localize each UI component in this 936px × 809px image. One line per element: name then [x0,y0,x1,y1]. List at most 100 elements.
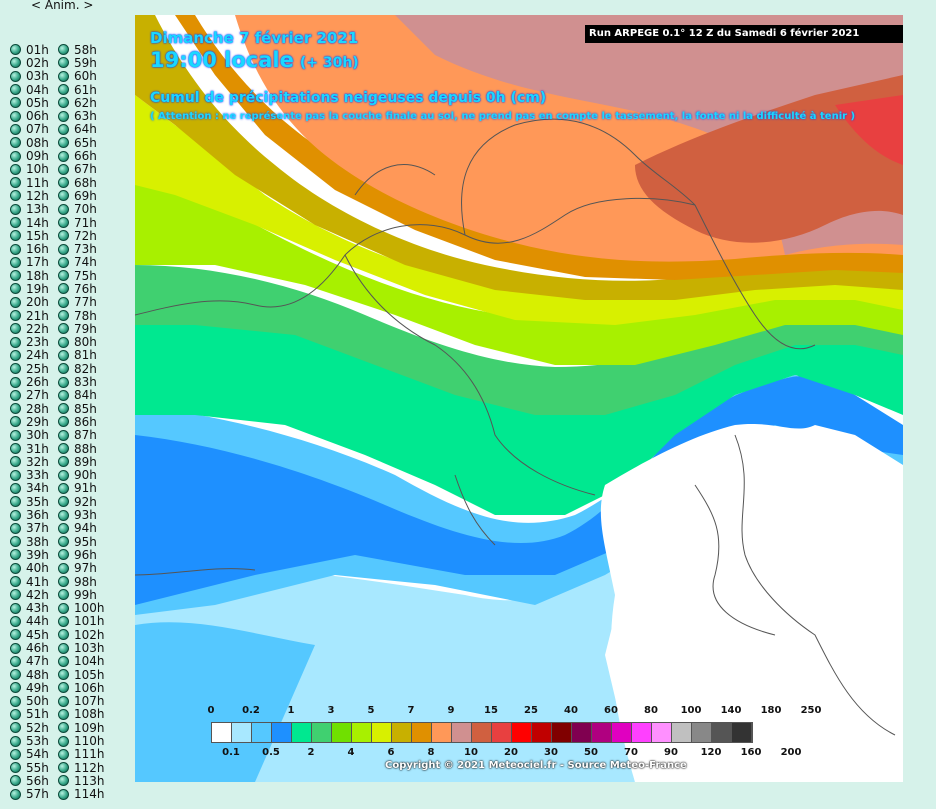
bullet-icon[interactable] [10,177,21,189]
hour-label[interactable]: 42h [26,587,49,602]
hour-link[interactable]: 43h [10,602,58,614]
hour-label[interactable]: 46h [26,641,49,655]
hour-link[interactable]: 12h [10,190,58,202]
hour-label[interactable]: 22h [26,321,49,336]
hour-label[interactable]: 97h [74,561,97,576]
bullet-icon[interactable] [10,748,21,760]
hour-label[interactable]: 31h [26,441,49,456]
hour-label[interactable]: 78h [74,308,97,323]
bullet-icon[interactable] [10,243,21,255]
bullet-icon[interactable] [58,602,69,614]
hour-link[interactable]: 49h [10,682,58,694]
bullet-icon[interactable] [58,695,69,707]
hour-link[interactable]: 36h [10,509,58,521]
bullet-icon[interactable] [58,788,69,800]
hour-link[interactable]: 24h [10,349,58,361]
hour-link[interactable]: 31h [10,443,58,455]
bullet-icon[interactable] [58,190,69,202]
hour-link[interactable]: 42h [10,589,58,601]
hour-link[interactable]: 39h [10,549,58,561]
hour-link[interactable]: 79h [58,323,106,335]
hour-link[interactable]: 29h [10,416,58,428]
bullet-icon[interactable] [58,296,69,308]
bullet-icon[interactable] [58,230,69,242]
hour-link[interactable]: 110h [58,735,106,747]
hour-link[interactable]: 55h [10,762,58,774]
anim-link[interactable]: < Anim. > [31,0,94,12]
bullet-icon[interactable] [10,270,21,282]
hour-label[interactable]: 43h [26,601,49,616]
hour-label[interactable]: 40h [26,561,49,576]
bullet-icon[interactable] [10,562,21,574]
bullet-icon[interactable] [10,482,21,494]
hour-label[interactable]: 68h [74,175,97,190]
hour-label[interactable]: 66h [74,149,97,164]
bullet-icon[interactable] [10,296,21,308]
hour-label[interactable]: 91h [74,481,97,496]
hour-label[interactable]: 101h [74,614,105,629]
hour-label[interactable]: 47h [26,654,49,669]
bullet-icon[interactable] [58,536,69,548]
hour-label[interactable]: 33h [26,468,49,483]
hour-link[interactable]: 103h [58,642,106,654]
hour-link[interactable]: 106h [58,682,106,694]
hour-label[interactable]: 75h [74,268,97,283]
hour-label[interactable]: 84h [74,388,97,403]
hour-link[interactable]: 82h [58,363,106,375]
bullet-icon[interactable] [10,695,21,707]
hour-link[interactable]: 05h [10,97,58,109]
bullet-icon[interactable] [10,310,21,322]
hour-label[interactable]: 17h [26,255,49,270]
hour-label[interactable]: 30h [26,428,49,443]
bullet-icon[interactable] [10,70,21,82]
hour-label[interactable]: 18h [26,268,49,283]
hour-link[interactable]: 54h [10,748,58,760]
hour-link[interactable]: 93h [58,509,106,521]
hour-link[interactable]: 70h [58,203,106,215]
bullet-icon[interactable] [10,84,21,96]
hour-label[interactable]: 44h [26,614,49,629]
bullet-icon[interactable] [58,84,69,96]
bullet-icon[interactable] [10,615,21,627]
hour-link[interactable]: 33h [10,469,58,481]
hour-link[interactable]: 52h [10,722,58,734]
hour-link[interactable]: 23h [10,336,58,348]
bullet-icon[interactable] [58,708,69,720]
hour-link[interactable]: 89h [58,456,106,468]
hour-label[interactable]: 109h [74,720,105,735]
bullet-icon[interactable] [10,283,21,295]
hour-link[interactable]: 61h [58,84,106,96]
hour-link[interactable]: 40h [10,562,58,574]
bullet-icon[interactable] [10,602,21,614]
hour-label[interactable]: 64h [74,122,97,137]
bullet-icon[interactable] [10,722,21,734]
bullet-icon[interactable] [58,509,69,521]
hour-label[interactable]: 03h [26,69,49,84]
bullet-icon[interactable] [10,363,21,375]
hour-link[interactable]: 06h [10,110,58,122]
hour-label[interactable]: 70h [74,202,97,217]
hour-label[interactable]: 88h [74,441,97,456]
bullet-icon[interactable] [10,775,21,787]
hour-link[interactable]: 77h [58,296,106,308]
hour-link[interactable]: 72h [58,230,106,242]
bullet-icon[interactable] [58,775,69,787]
hour-label[interactable]: 103h [74,641,105,655]
hour-label[interactable]: 35h [26,494,49,509]
hour-label[interactable]: 09h [26,149,49,164]
hour-link[interactable]: 91h [58,482,106,494]
hour-label[interactable]: 92h [74,494,97,509]
hour-link[interactable]: 45h [10,629,58,641]
hour-link[interactable]: 114h [58,788,106,800]
hour-link[interactable]: 48h [10,669,58,681]
hour-link[interactable]: 46h [10,642,58,654]
hour-link[interactable]: 113h [58,775,106,787]
hour-link[interactable]: 44h [10,615,58,627]
bullet-icon[interactable] [58,469,69,481]
bullet-icon[interactable] [58,562,69,574]
bullet-icon[interactable] [58,349,69,361]
hour-link[interactable]: 109h [58,722,106,734]
bullet-icon[interactable] [10,349,21,361]
hour-label[interactable]: 113h [74,773,105,788]
hour-label[interactable]: 39h [26,547,49,562]
